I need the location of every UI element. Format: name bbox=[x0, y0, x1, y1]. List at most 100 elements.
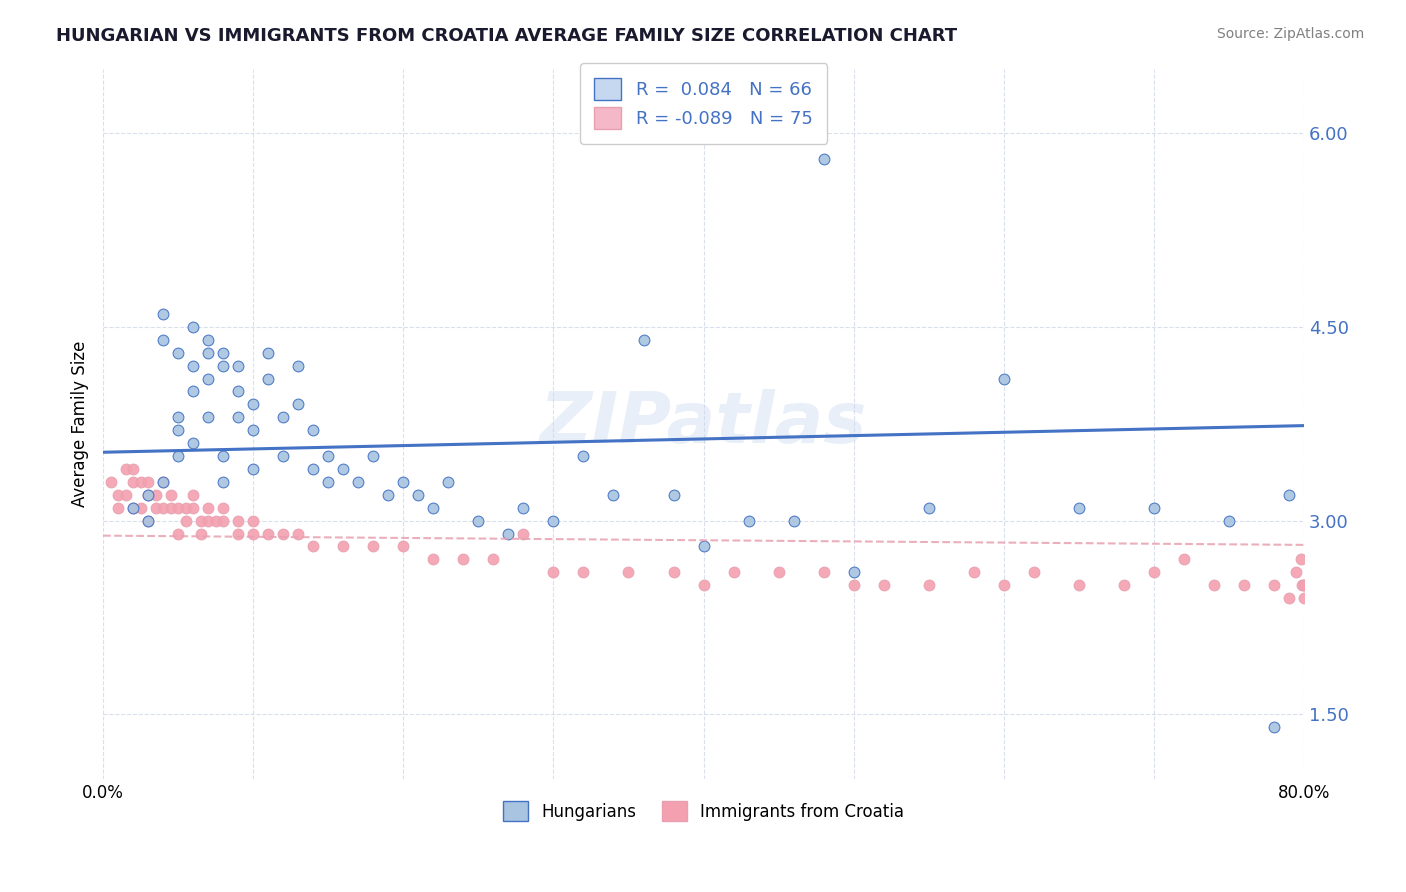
Point bbox=[1278, 488, 1301, 502]
Point bbox=[287, 397, 309, 411]
Point bbox=[872, 578, 894, 592]
Point bbox=[1292, 578, 1315, 592]
Point bbox=[602, 488, 624, 502]
Point bbox=[918, 578, 941, 592]
Y-axis label: Average Family Size: Average Family Size bbox=[72, 341, 89, 507]
Point bbox=[1218, 514, 1240, 528]
Point bbox=[181, 359, 204, 373]
Point bbox=[363, 540, 385, 554]
Point bbox=[159, 488, 181, 502]
Point bbox=[114, 462, 136, 476]
Point bbox=[122, 500, 145, 515]
Point bbox=[271, 449, 294, 463]
Point bbox=[174, 500, 197, 515]
Point bbox=[197, 345, 219, 359]
Point bbox=[226, 410, 249, 425]
Point bbox=[167, 423, 190, 437]
Point bbox=[136, 475, 159, 489]
Point bbox=[197, 500, 219, 515]
Point bbox=[332, 462, 354, 476]
Point bbox=[181, 436, 204, 450]
Point bbox=[167, 500, 190, 515]
Point bbox=[918, 500, 941, 515]
Point bbox=[181, 500, 204, 515]
Point bbox=[512, 526, 534, 541]
Point bbox=[271, 410, 294, 425]
Point bbox=[152, 500, 174, 515]
Point bbox=[662, 566, 685, 580]
Point bbox=[152, 307, 174, 321]
Point bbox=[1292, 591, 1315, 606]
Point bbox=[242, 462, 264, 476]
Point bbox=[242, 526, 264, 541]
Point bbox=[813, 566, 835, 580]
Point bbox=[437, 475, 460, 489]
Point bbox=[422, 500, 444, 515]
Point bbox=[1022, 566, 1045, 580]
Text: Source: ZipAtlas.com: Source: ZipAtlas.com bbox=[1216, 27, 1364, 41]
Point bbox=[1233, 578, 1256, 592]
Point bbox=[107, 500, 129, 515]
Point bbox=[257, 526, 280, 541]
Point bbox=[197, 371, 219, 385]
Point bbox=[204, 514, 226, 528]
Point bbox=[302, 423, 325, 437]
Point bbox=[190, 526, 212, 541]
Point bbox=[145, 488, 167, 502]
Point bbox=[242, 397, 264, 411]
Point bbox=[167, 410, 190, 425]
Point bbox=[1143, 500, 1166, 515]
Point bbox=[129, 475, 152, 489]
Point bbox=[197, 514, 219, 528]
Point bbox=[122, 475, 145, 489]
Point bbox=[617, 566, 640, 580]
Point bbox=[453, 552, 475, 566]
Point bbox=[768, 566, 790, 580]
Point bbox=[1067, 500, 1090, 515]
Point bbox=[347, 475, 370, 489]
Point bbox=[197, 410, 219, 425]
Point bbox=[302, 540, 325, 554]
Point bbox=[392, 540, 415, 554]
Point bbox=[572, 566, 595, 580]
Point bbox=[107, 488, 129, 502]
Point bbox=[122, 500, 145, 515]
Legend: Hungarians, Immigrants from Croatia: Hungarians, Immigrants from Croatia bbox=[489, 788, 917, 835]
Point bbox=[316, 449, 339, 463]
Point bbox=[512, 500, 534, 515]
Point bbox=[212, 345, 235, 359]
Point bbox=[212, 475, 235, 489]
Point bbox=[271, 526, 294, 541]
Point bbox=[993, 578, 1015, 592]
Point bbox=[813, 152, 835, 166]
Point bbox=[633, 333, 655, 347]
Point bbox=[422, 552, 444, 566]
Point bbox=[145, 500, 167, 515]
Point bbox=[152, 475, 174, 489]
Point bbox=[1067, 578, 1090, 592]
Point bbox=[167, 526, 190, 541]
Text: ZIPatlas: ZIPatlas bbox=[540, 389, 868, 458]
Point bbox=[167, 345, 190, 359]
Point bbox=[392, 475, 415, 489]
Point bbox=[226, 514, 249, 528]
Point bbox=[136, 488, 159, 502]
Point bbox=[498, 526, 520, 541]
Point bbox=[136, 514, 159, 528]
Point bbox=[408, 488, 430, 502]
Point bbox=[1112, 578, 1135, 592]
Point bbox=[197, 333, 219, 347]
Point bbox=[212, 500, 235, 515]
Point bbox=[287, 526, 309, 541]
Point bbox=[723, 566, 745, 580]
Point bbox=[136, 488, 159, 502]
Point bbox=[543, 566, 565, 580]
Point bbox=[1263, 720, 1285, 734]
Point bbox=[226, 526, 249, 541]
Point bbox=[181, 319, 204, 334]
Point bbox=[152, 333, 174, 347]
Point bbox=[257, 345, 280, 359]
Point bbox=[1143, 566, 1166, 580]
Point bbox=[482, 552, 505, 566]
Point bbox=[100, 475, 122, 489]
